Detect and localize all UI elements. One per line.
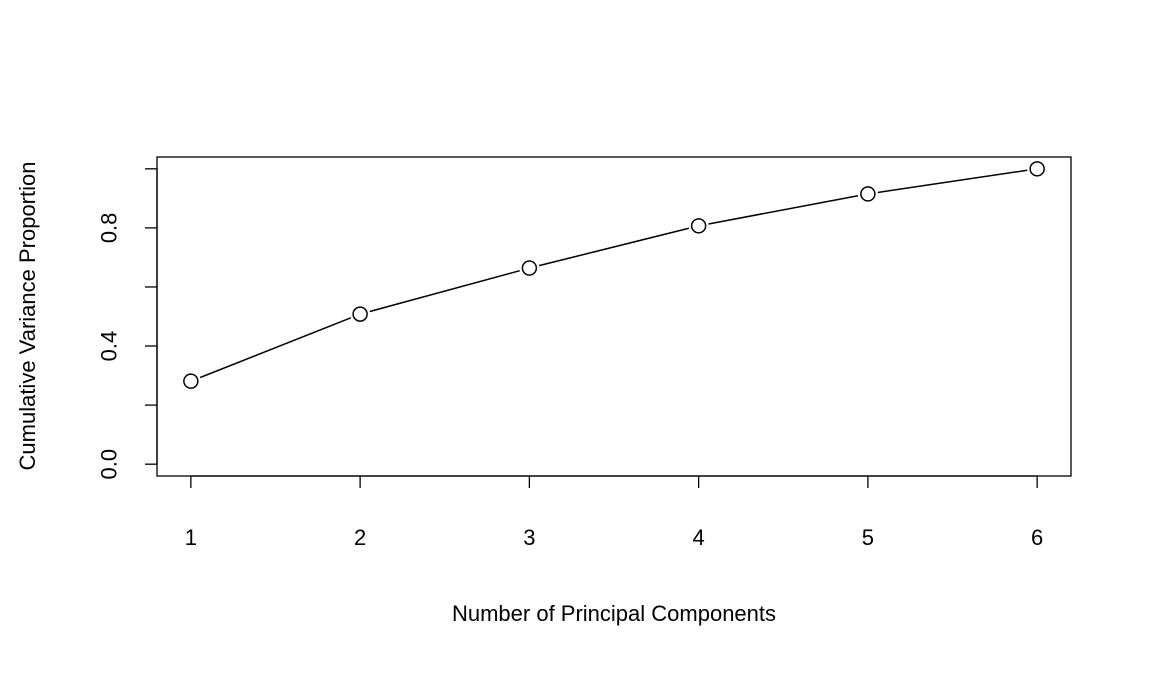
line-segment: [877, 169, 1028, 194]
line-segment: [199, 317, 352, 379]
y-axis: 0.0 0.4 0.8: [97, 168, 158, 480]
line-segment: [369, 269, 520, 313]
y-tick-label: 0.8: [97, 213, 122, 244]
data-point: [690, 218, 707, 234]
data-point: [860, 186, 876, 202]
x-tick-label: 5: [862, 525, 874, 550]
line-segment: [538, 227, 690, 267]
plot-box: [156, 156, 1072, 477]
y-axis-label: Cumulative Variance Proportion: [15, 162, 40, 471]
y-tick-label: 0.4: [97, 331, 122, 362]
data-point: [352, 306, 368, 322]
x-tick-label: 4: [693, 525, 705, 550]
series: [183, 161, 1045, 389]
x-tick-label: 6: [1031, 525, 1043, 550]
x-tick-label: 1: [185, 525, 197, 550]
data-point: [521, 260, 538, 276]
x-axis: 1 2 3 4 5 6: [185, 475, 1043, 550]
x-tick-label: 2: [354, 525, 366, 550]
x-axis-label: Number of Principal Components: [452, 601, 776, 626]
line-segment: [708, 195, 859, 225]
data-point: [1029, 161, 1045, 177]
data-point: [183, 373, 199, 389]
y-tick-label: 0.0: [97, 449, 122, 480]
x-tick-label: 3: [523, 525, 535, 550]
